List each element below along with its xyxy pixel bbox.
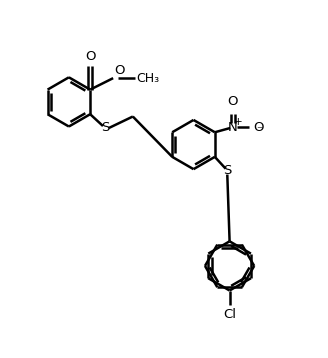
Text: ⁻: ⁻ <box>256 124 262 137</box>
Text: O: O <box>253 121 264 134</box>
Text: O: O <box>114 64 124 77</box>
Text: S: S <box>223 164 232 177</box>
Text: Cl: Cl <box>223 308 236 321</box>
Text: N: N <box>228 121 238 134</box>
Text: O: O <box>228 95 238 108</box>
Text: S: S <box>101 121 109 135</box>
Text: O: O <box>85 50 95 63</box>
Text: +: + <box>234 117 243 127</box>
Text: CH₃: CH₃ <box>136 72 159 84</box>
